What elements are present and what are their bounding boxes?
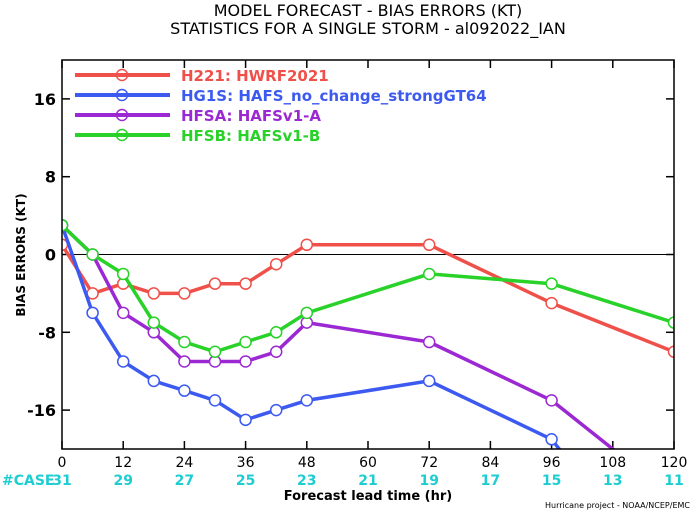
case-count: 17 (481, 473, 500, 489)
legend-entry-label: H221: HWRF2021 (181, 67, 329, 85)
series-h221 (62, 238, 674, 358)
data-point (62, 219, 69, 232)
legend-entry-label: HFSB: HAFSv1-B (181, 127, 320, 145)
data-point (116, 355, 130, 368)
data-point (300, 238, 314, 252)
plot-frame (61, 59, 675, 450)
x-tick-label: 12 (114, 455, 132, 471)
y-tick-label: 8 (45, 168, 56, 187)
case-count: 23 (297, 473, 316, 489)
data-point (208, 394, 222, 407)
data-point (667, 345, 674, 358)
chart-title: MODEL FORECAST - BIAS ERRORS (KT) (214, 1, 523, 20)
x-tick-label: 72 (420, 455, 438, 471)
data-point (545, 296, 558, 310)
x-tick-label: 24 (175, 455, 193, 471)
data-point (208, 277, 222, 290)
data-point (545, 433, 558, 446)
grid-and-ticks: -16 -8 0 8 16 0 12 24 36 48 60 72 84 96 108 120 (27, 60, 687, 471)
series-hfsb (62, 219, 674, 358)
x-tick-label: 96 (543, 455, 561, 471)
data-point (116, 306, 130, 320)
data-point (269, 326, 283, 339)
data-point (300, 394, 314, 407)
data-point (269, 403, 283, 417)
data-point (269, 257, 283, 271)
data-point (178, 335, 191, 349)
data-point (116, 267, 130, 281)
data-point (545, 394, 558, 407)
credit-text: Hurricane project - NOAA/NCEP/EMC (545, 501, 690, 510)
case-count: 29 (113, 473, 132, 489)
data-point (422, 238, 436, 252)
case-count: 25 (236, 473, 255, 489)
case-count: 11 (664, 473, 683, 489)
data-point (300, 306, 314, 320)
chart-subtitle: STATISTICS FOR A SINGLE STORM - al092022… (170, 19, 566, 39)
case-count: 27 (175, 473, 194, 489)
legend: H221: HWRF2021 HG1S: HAFS_no_change_stron… (75, 67, 487, 145)
data-point (545, 277, 558, 290)
case-count: 31 (52, 473, 71, 489)
data-point (147, 316, 161, 329)
x-tick-label: 36 (237, 455, 255, 471)
y-tick-label: -16 (27, 401, 56, 420)
series-line (62, 224, 562, 449)
data-point (667, 316, 674, 329)
y-axis-label: BIAS ERRORS (KT) (14, 193, 28, 316)
data-point (86, 306, 99, 320)
case-count: 21 (358, 473, 377, 489)
data-point (147, 287, 161, 300)
data-point (422, 267, 436, 281)
x-tick-label: 84 (481, 455, 499, 471)
legend-swatch-marker (115, 128, 129, 142)
data-point (86, 248, 99, 261)
data-series (62, 219, 674, 449)
legend-swatch-marker (115, 108, 129, 122)
data-point (239, 277, 252, 290)
case-count: 19 (419, 473, 438, 489)
y-tick-label: -8 (38, 323, 56, 342)
x-axis-label: Forecast lead time (hr) (284, 489, 452, 504)
y-tick-label: 0 (45, 246, 56, 265)
x-tick-label: 0 (58, 455, 67, 471)
data-point (269, 345, 283, 358)
case-count: 13 (603, 473, 622, 489)
data-point (208, 345, 222, 358)
legend-entry-label: HFSA: HAFSv1-A (181, 107, 321, 125)
x-tick-label: 60 (359, 455, 377, 471)
y-tick-label: 16 (34, 90, 56, 109)
x-tick-label: 120 (661, 455, 688, 471)
data-point (147, 374, 161, 388)
data-point (422, 335, 436, 349)
series-hg1s (62, 219, 562, 449)
legend-entry-label: HG1S: HAFS_no_change_strongGT64 (181, 87, 487, 105)
data-point (178, 287, 191, 300)
case-count: 15 (542, 473, 561, 489)
x-tick-label: 48 (298, 455, 316, 471)
legend-swatch-marker (115, 68, 129, 82)
series-line (62, 224, 616, 449)
data-point (178, 384, 191, 397)
x-tick-label: 108 (599, 455, 626, 471)
data-point (422, 374, 436, 388)
data-point (178, 355, 191, 368)
data-point (239, 413, 252, 427)
legend-swatch-marker (115, 88, 129, 102)
data-point (239, 355, 252, 368)
case-row-label: #CASE (2, 473, 55, 489)
data-point (239, 335, 252, 349)
